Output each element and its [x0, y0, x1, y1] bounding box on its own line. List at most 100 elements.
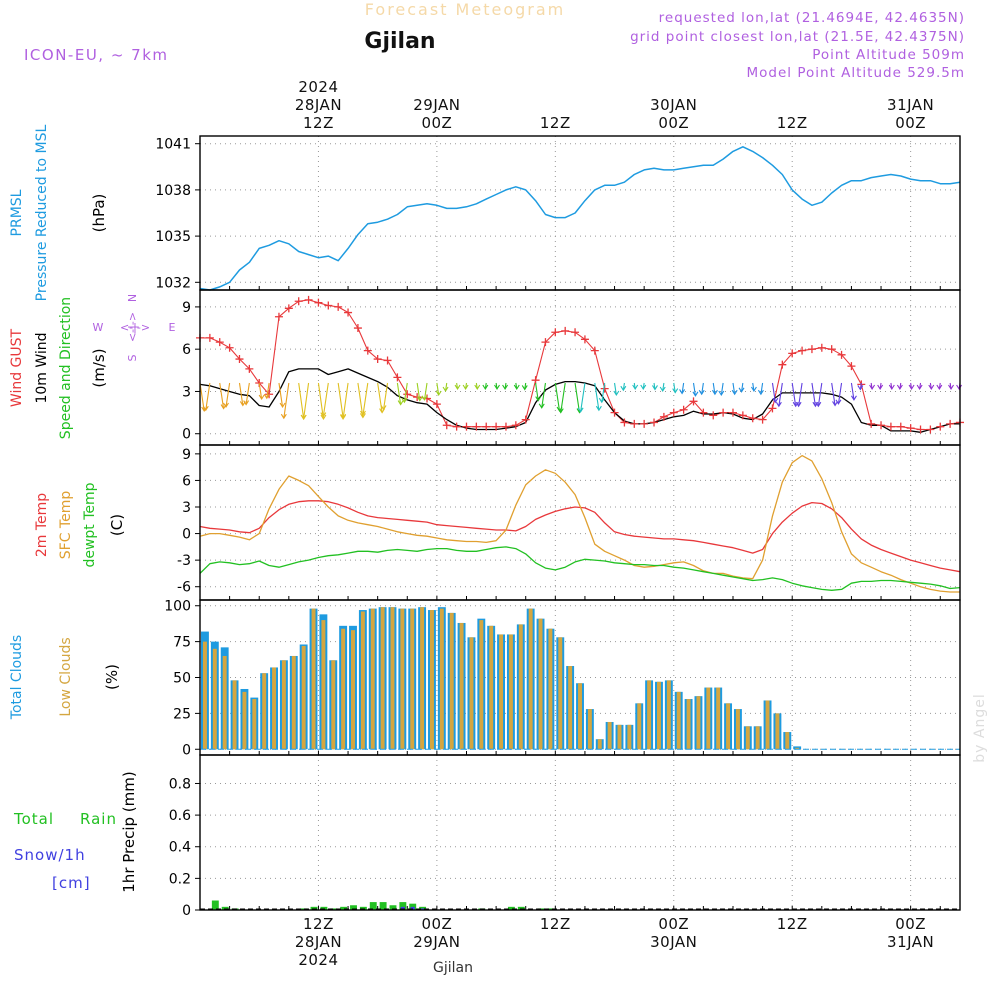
- wind-direction-arrow: [263, 382, 270, 400]
- rain-label: Rain: [80, 810, 117, 828]
- low-cloud-bar: [331, 660, 336, 750]
- gust-marker: [699, 408, 708, 417]
- wind-direction-arrow: [594, 382, 602, 412]
- low-cloud-bar: [351, 630, 355, 750]
- low-cloud-bar: [716, 687, 721, 750]
- bottom-time-label: 00Z: [895, 915, 926, 933]
- top-time-label: 31JAN: [887, 96, 934, 114]
- low-cloud-bar: [745, 726, 750, 750]
- pressure-label: Pressure Reduced to MSL: [34, 124, 50, 301]
- gust-marker: [442, 421, 451, 430]
- y-tick-label: 0.4: [169, 840, 191, 856]
- gust-marker: [936, 422, 945, 431]
- gust-marker: [294, 297, 303, 306]
- total-clouds-label: Total Clouds: [9, 635, 25, 720]
- wind-direction-arrow: [435, 382, 442, 397]
- precip-unit-label: 1hr Precip (mm): [120, 771, 138, 892]
- wind-direction-arrow: [513, 382, 520, 391]
- wind-direction-arrow: [857, 382, 864, 391]
- wind-direction-arrow: [202, 382, 211, 412]
- gust-marker: [847, 362, 856, 371]
- wind-direction-arrow: [888, 382, 895, 391]
- low-cloud-bar: [370, 608, 375, 750]
- gust-marker: [896, 422, 905, 431]
- dewpt-line: [199, 546, 961, 591]
- low-cloud-bar: [627, 724, 632, 750]
- wind-direction-arrow: [557, 382, 566, 414]
- rain-bar: [330, 908, 338, 910]
- gust-marker: [383, 356, 392, 365]
- top-time-label: 2024: [298, 78, 338, 96]
- wind-direction-arrow: [757, 382, 764, 396]
- low-cloud-bar: [272, 667, 277, 750]
- rain-bar: [350, 905, 357, 910]
- top-time-label: 30JAN: [650, 96, 697, 114]
- bottom-time-label: 00Z: [421, 915, 452, 933]
- model-point-altitude: Model Point Altitude 529.5m: [747, 65, 965, 81]
- wind-direction-arrow: [396, 382, 404, 406]
- wind-direction-arrow: [502, 382, 509, 391]
- gust-marker: [778, 360, 787, 369]
- gust-marker: [580, 335, 589, 344]
- bottom-time-label: 12Z: [303, 915, 334, 933]
- model-label: ICON-EU, ~ 7km: [24, 46, 169, 64]
- gust-marker: [867, 419, 876, 428]
- low-cloud-bar: [281, 660, 286, 750]
- gust-marker: [511, 421, 520, 430]
- wind-direction-arrow: [896, 382, 903, 391]
- snow-unit-label: [cm]: [52, 874, 91, 892]
- low-cloud-bar: [508, 634, 513, 750]
- low-cloud-bar: [291, 655, 296, 750]
- low-cloud-bar: [617, 724, 622, 750]
- gust-marker: [719, 408, 728, 417]
- bottom-time-label: 12Z: [540, 915, 571, 933]
- rain-bar: [507, 906, 515, 910]
- wind-speed-direction-label: Speed and Direction: [58, 297, 74, 439]
- wind-direction-arrow: [538, 382, 546, 409]
- low-cloud-bar: [637, 703, 642, 750]
- wind-direction-arrow: [300, 382, 310, 421]
- low-cloud-bar: [360, 611, 365, 750]
- gust-marker: [205, 333, 214, 342]
- wind-direction-arrow: [679, 382, 686, 395]
- top-time-label: 12Z: [303, 114, 334, 132]
- wind-direction-arrow: [223, 382, 231, 409]
- bottom-time-label: 28JAN: [295, 933, 342, 951]
- clouds-unit-label: (%): [103, 664, 121, 690]
- gust-marker: [590, 346, 599, 355]
- gust-marker: [334, 302, 343, 311]
- wind-direction-arrow: [956, 382, 963, 391]
- gust-marker: [906, 424, 915, 433]
- gust-marker: [669, 408, 678, 417]
- compass-horizontal: <-|->: [120, 321, 150, 334]
- low-cloud-bar: [587, 709, 592, 750]
- y-tick-label: 6: [182, 342, 191, 358]
- gust-label: Wind GUST: [9, 328, 25, 407]
- gust-marker: [798, 346, 807, 355]
- top-time-label: 29JAN: [413, 96, 460, 114]
- low-cloud-bar: [558, 637, 563, 750]
- gust-marker: [284, 304, 293, 313]
- low-cloud-bar: [262, 673, 267, 750]
- gust-marker: [462, 422, 471, 431]
- gust-marker: [916, 425, 925, 434]
- low-cloud-bar: [321, 620, 326, 750]
- gust-marker: [886, 422, 895, 431]
- top-time-label: 12Z: [540, 114, 571, 132]
- wind-direction-arrow: [482, 382, 489, 391]
- rain-bar: [517, 906, 525, 910]
- gust-marker: [363, 346, 372, 355]
- temp2m-label: 2m Temp: [34, 493, 50, 557]
- top-time-label: 12Z: [777, 114, 808, 132]
- prmsl-label: PRMSL: [9, 189, 25, 236]
- y-tick-label: 1041: [155, 137, 191, 153]
- location-title: Gjilan: [364, 29, 435, 54]
- bottom-time-label: 12Z: [777, 915, 808, 933]
- wind-direction-arrow: [869, 382, 876, 391]
- wind-unit-label: (m/s): [90, 348, 108, 387]
- low-cloud-bar: [341, 628, 346, 750]
- top-time-label: 28JAN: [295, 96, 342, 114]
- low-cloud-bar: [242, 691, 247, 750]
- gust-marker: [827, 345, 836, 354]
- y-tick-label: 0.8: [169, 776, 191, 792]
